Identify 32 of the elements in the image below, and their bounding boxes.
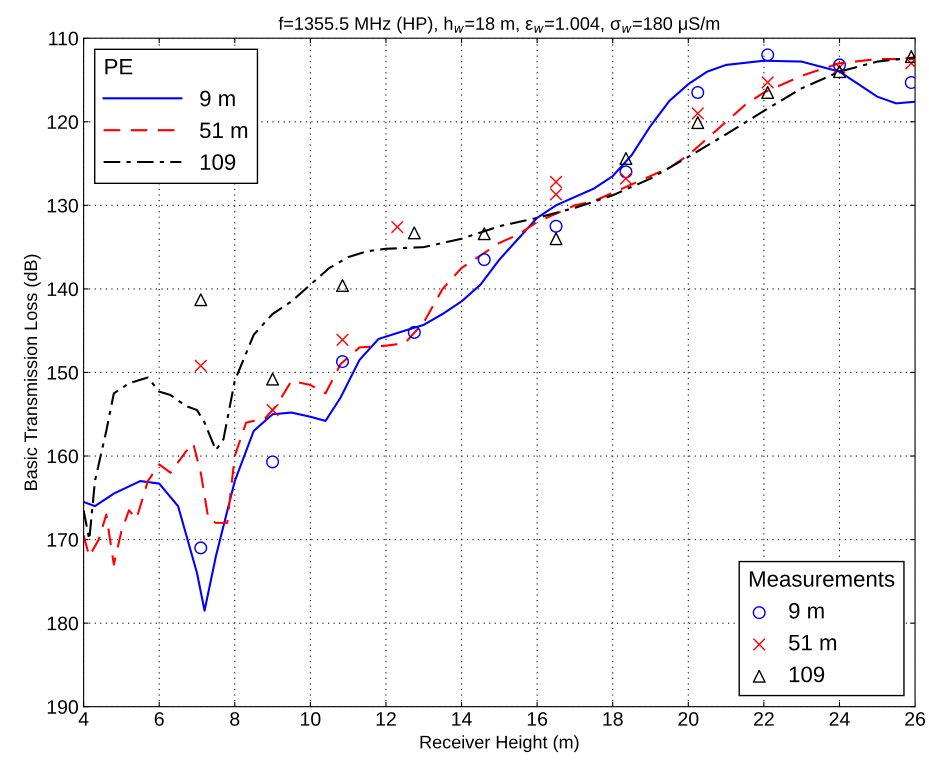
y-tick-label: 120 — [48, 115, 78, 129]
x-tick-label: 18 — [603, 712, 623, 726]
x-tick-label: 20 — [678, 712, 698, 726]
legend-label: 109 — [790, 666, 824, 682]
x-tick-label: 24 — [830, 712, 850, 726]
legend-label: 51 m — [788, 634, 836, 650]
x-tick-label: 26 — [905, 712, 926, 726]
x-tick-label: 4 — [78, 712, 88, 726]
legend-label: 51 m — [200, 122, 248, 138]
y-tick-label: 150 — [48, 366, 78, 380]
x-axis-title: Receiver Height (m) — [420, 735, 578, 752]
y-tick-label: 140 — [48, 282, 78, 296]
y-tick-label: 190 — [48, 700, 78, 714]
legend-label: 109 — [200, 154, 236, 170]
chart-title: f=1355.5 MHz (HP), h$_{w}$=18 m, ε$_{w}$=1.004, σ$_{w}$=180 μS/m — [278, 16, 720, 34]
y-tick-label: 180 — [48, 616, 78, 630]
text: Measurements — [750, 571, 894, 587]
y-tick-label: 130 — [48, 198, 78, 213]
x-tick-label: 12 — [376, 712, 396, 726]
x-tick-label: 8 — [230, 712, 240, 726]
y-tick-label: 170 — [48, 533, 78, 547]
x-tick-label: 22 — [754, 712, 774, 726]
x-tick-label: 14 — [452, 712, 472, 726]
legend-label: 9 m — [789, 602, 824, 619]
x-tick-label: 6 — [154, 712, 164, 726]
y-tick-label: 110 — [49, 32, 78, 46]
legend-label: 9 m — [200, 90, 235, 106]
y-axis-title: Basic Transmission Loss (dB) — [24, 254, 41, 490]
x-tick-label: 10 — [301, 712, 320, 726]
text: PE — [105, 59, 132, 74]
y-tick-label: 160 — [48, 449, 78, 464]
x-tick-label: 16 — [528, 712, 548, 726]
